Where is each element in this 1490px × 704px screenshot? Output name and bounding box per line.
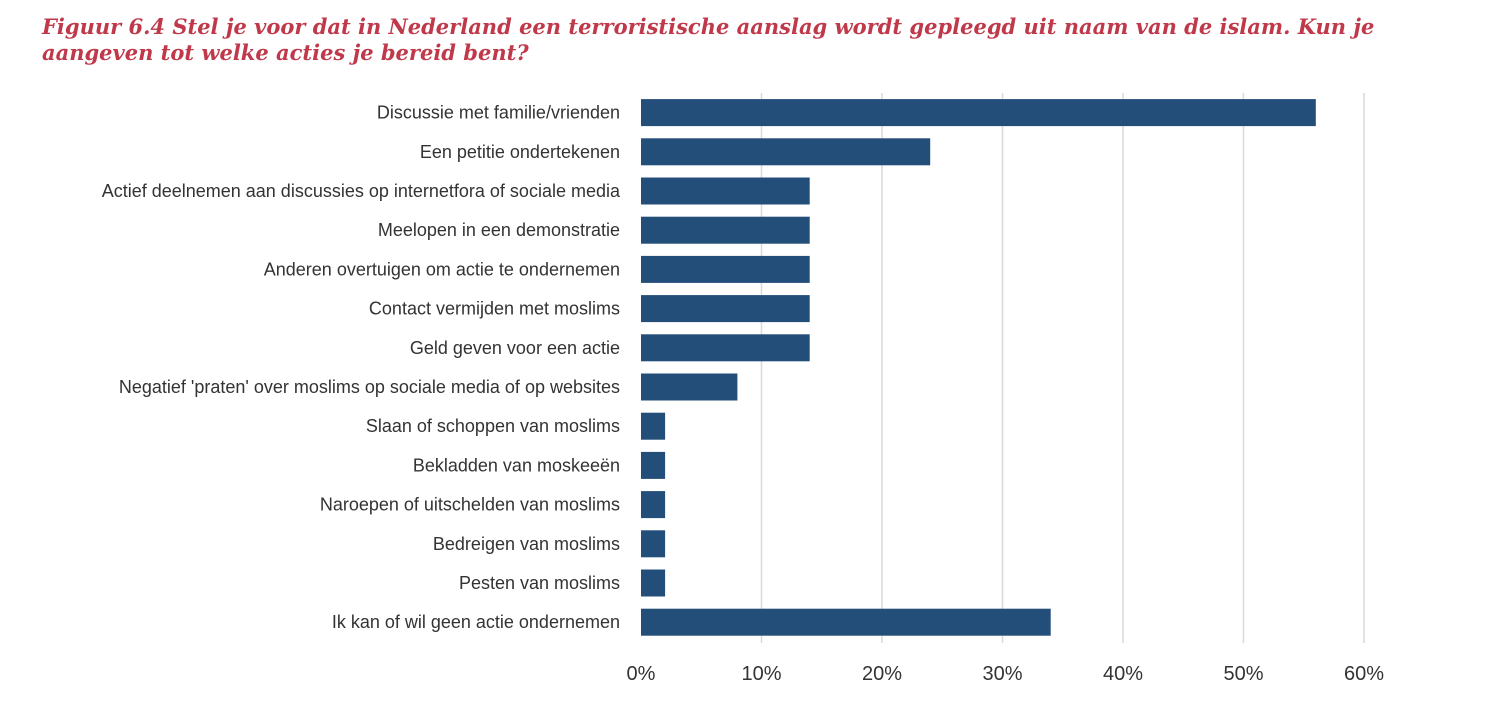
x-tick-labels: 0% 10% 20% 30% 40% 50% 60% [627, 663, 1385, 685]
category-label: Actief deelnemen aan discussies op inter… [102, 181, 621, 201]
bar [641, 608, 1051, 636]
x-tick-label: 0% [627, 663, 656, 685]
category-label: Pesten van moslims [459, 573, 620, 593]
bar [641, 255, 810, 283]
bar [641, 295, 810, 323]
bar [641, 569, 666, 597]
category-label: Slaan of schoppen van moslims [366, 416, 620, 436]
bar [641, 491, 666, 519]
bar [641, 412, 666, 440]
bar [641, 99, 1316, 127]
x-tick-label: 50% [1223, 663, 1263, 685]
category-label: Geld geven voor een actie [410, 338, 620, 358]
x-tick-label: 20% [862, 663, 902, 685]
category-label: Naroepen of uitschelden van moslims [320, 495, 620, 515]
category-label: Negatief 'praten' over moslims op social… [119, 377, 620, 397]
category-labels: Discussie met familie/vrienden Een petiti… [102, 103, 621, 633]
bar [641, 373, 738, 401]
category-label: Meelopen in een demonstratie [378, 220, 620, 240]
category-label: Anderen overtuigen om actie te onderneme… [264, 259, 620, 279]
gridlines [760, 93, 1365, 643]
category-label: Een petitie ondertekenen [420, 142, 620, 162]
x-tick-label: 10% [741, 663, 781, 685]
category-label: Contact vermijden met moslims [369, 299, 620, 319]
chart-title: Figuur 6.4 Stel je voor dat in Nederland… [42, 14, 1375, 65]
x-tick-label: 30% [982, 663, 1022, 685]
x-tick-label: 40% [1103, 663, 1143, 685]
bar [641, 216, 810, 244]
bar [641, 451, 666, 479]
bar [641, 334, 810, 362]
bar [641, 177, 810, 205]
category-label: Ik kan of wil geen actie ondernemen [332, 612, 620, 632]
x-tick-label: 60% [1344, 663, 1384, 685]
category-label: Discussie met familie/vrienden [377, 103, 620, 123]
bar [641, 530, 666, 558]
bar [641, 138, 931, 166]
bars [641, 99, 1316, 636]
category-label: Bekladden van moskeeën [413, 455, 620, 475]
category-label: Bedreigen van moslims [433, 534, 620, 554]
